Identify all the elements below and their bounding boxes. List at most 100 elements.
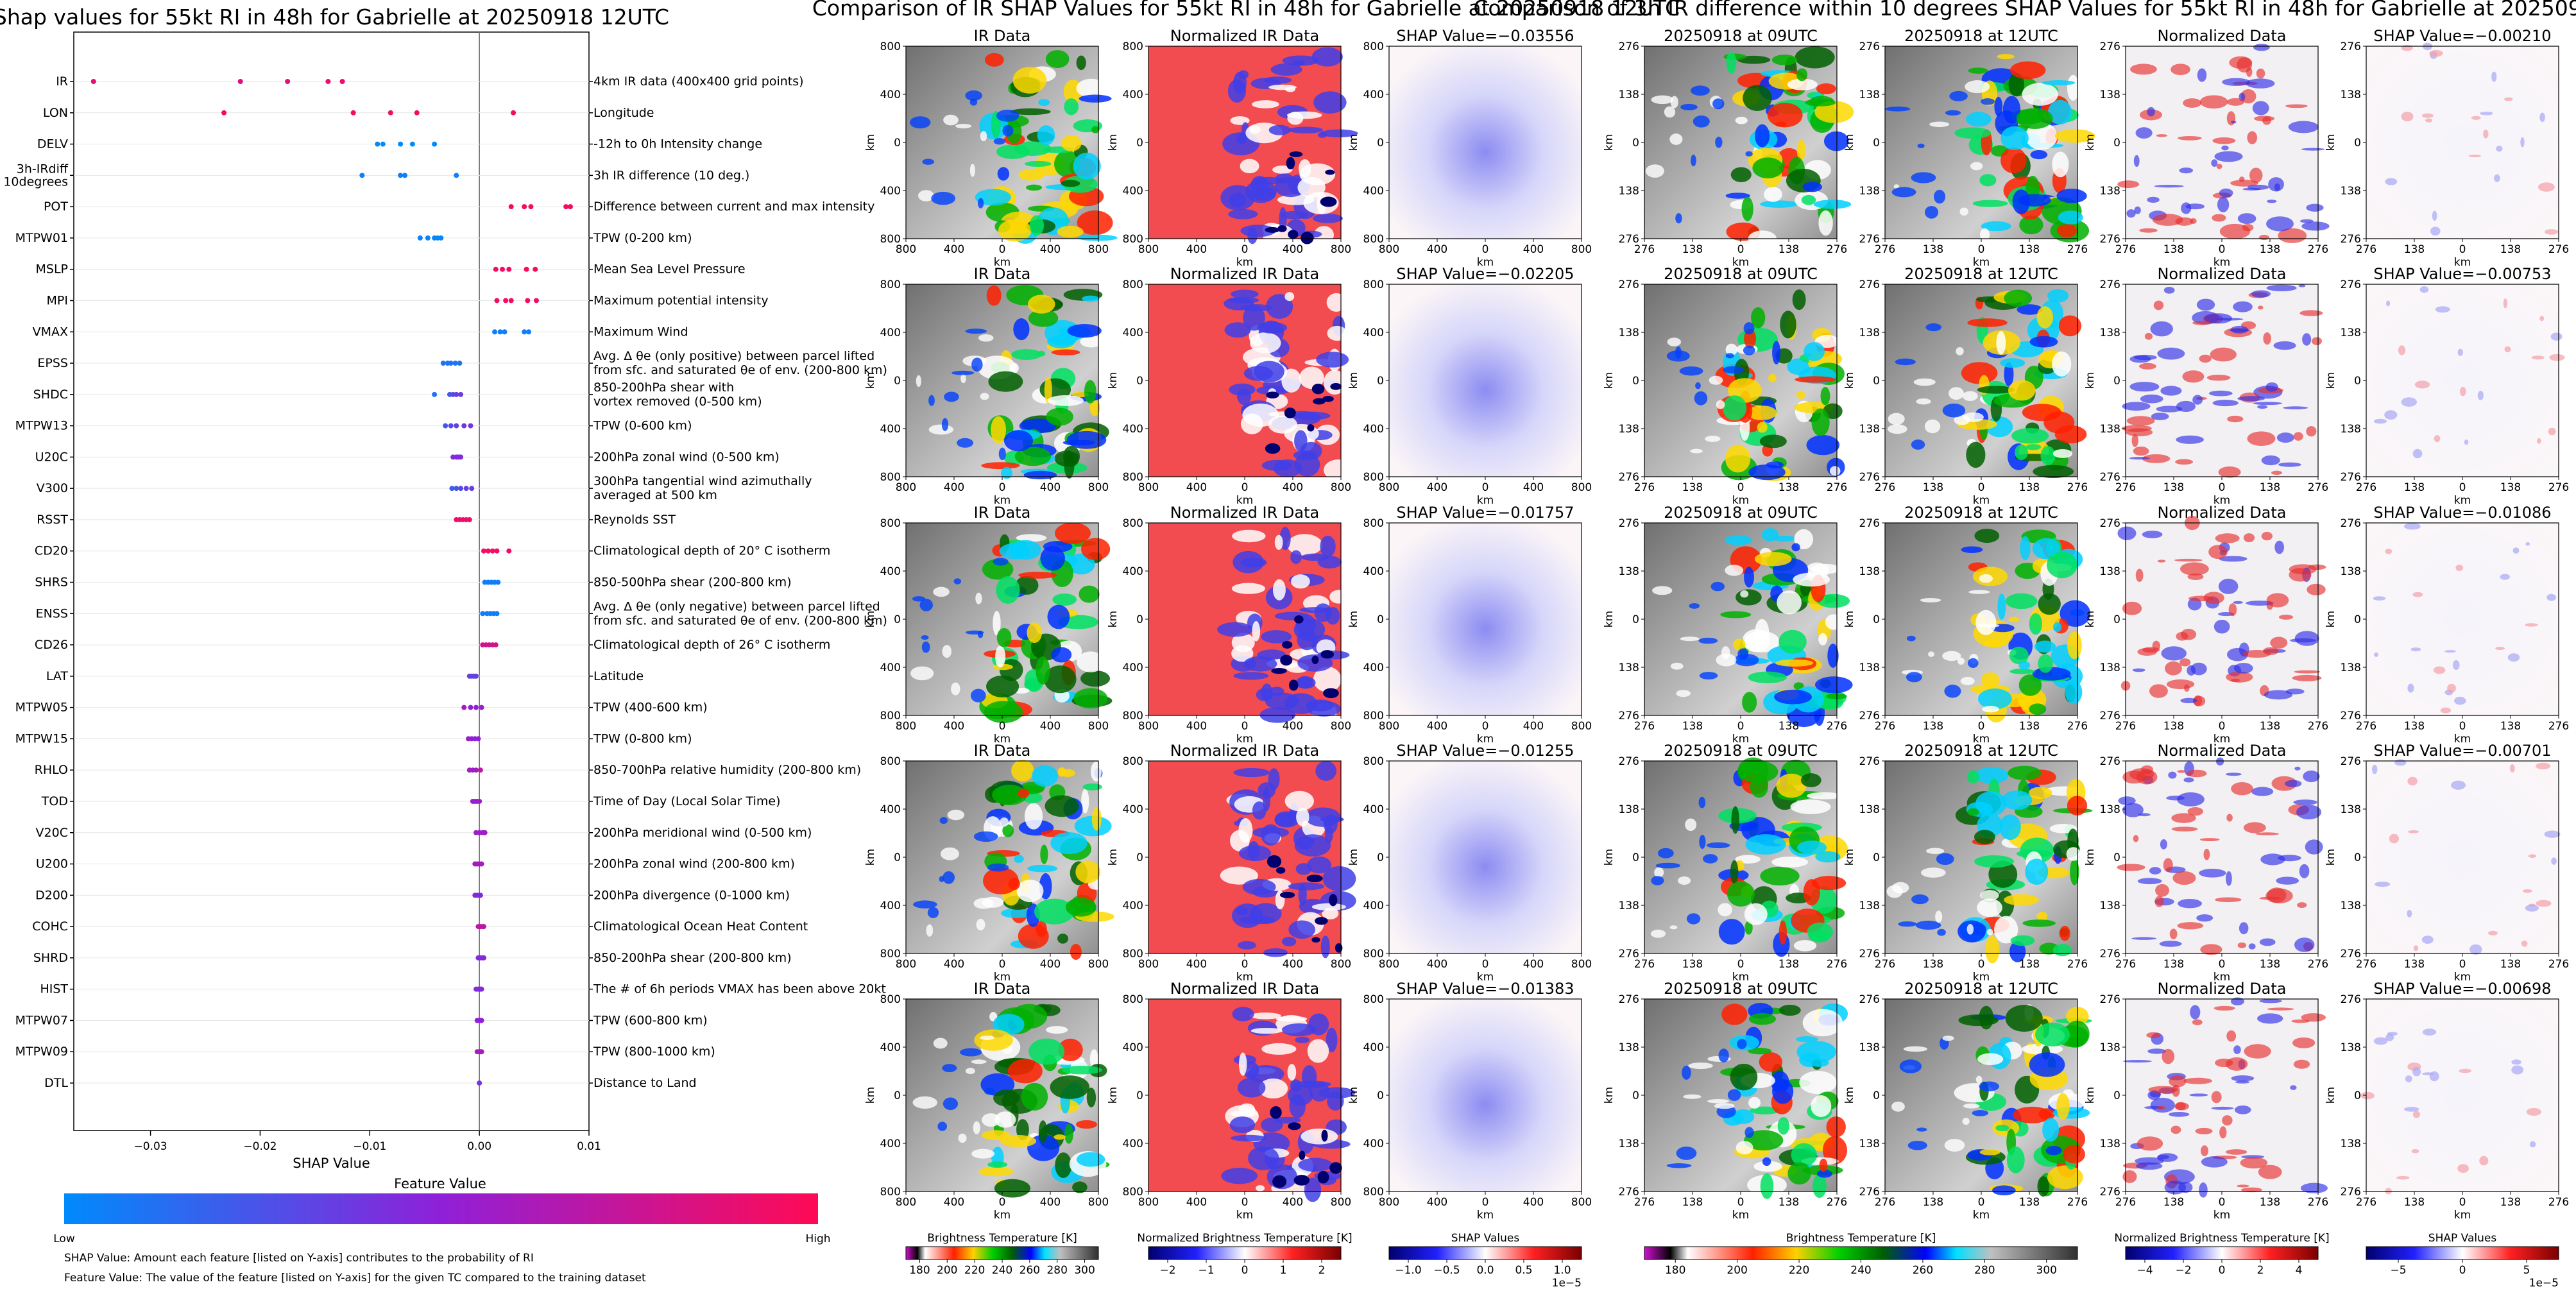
diff-streak	[2266, 593, 2289, 608]
cloud-blob	[1295, 1036, 1310, 1043]
shap-point	[494, 548, 500, 554]
x-tick-label: 800	[1138, 1196, 1159, 1209]
y-tick-label: 138	[2341, 1138, 2361, 1150]
panel-title: Normalized IR Data	[1170, 980, 1319, 998]
cloud-blob	[1063, 445, 1080, 467]
cloud-blob	[978, 334, 994, 342]
diff-streak	[2153, 300, 2164, 311]
y-tick-label: 276	[2100, 471, 2120, 484]
cloud-blob	[1992, 1185, 2016, 1196]
y-axis-label: km	[864, 849, 877, 866]
shap-point	[350, 110, 356, 115]
cloud-blob	[2022, 919, 2056, 927]
cloud-blob	[1046, 1026, 1068, 1034]
cloud-blob	[1240, 225, 1276, 237]
x-axis-label: km	[1973, 971, 1990, 984]
diff-streak	[2206, 374, 2231, 381]
panel-title: SHAP Value=−0.01757	[1396, 504, 1574, 522]
cloud-blob	[1002, 824, 1014, 837]
cloud-blob	[993, 558, 1009, 566]
cloud-blob	[1666, 1163, 1692, 1168]
shap-blob	[2471, 115, 2481, 120]
panel-title: Normalized Data	[2157, 504, 2286, 522]
x-axis-label: km	[2454, 256, 2471, 269]
cloud-blob	[1977, 386, 2015, 394]
cloud-blob	[1751, 307, 1766, 329]
cloud-blob	[1272, 1175, 1287, 1188]
colorbar-exponent: 1e−5	[1552, 1277, 1582, 1289]
diff-streak	[2133, 835, 2139, 842]
y-tick-label: 800	[1123, 993, 1143, 1006]
cloud-blob	[1974, 529, 2000, 543]
y-tick-label: 400	[1363, 900, 1384, 912]
diff-streak	[2178, 135, 2202, 141]
cloud-blob	[980, 131, 987, 142]
y-tick-label: 400	[1363, 1138, 1384, 1150]
cloud-blob	[1669, 133, 1683, 145]
shap-blob	[2544, 229, 2559, 235]
x-tick-label: 800	[1379, 481, 1399, 494]
panel-title: Normalized Data	[2157, 27, 2286, 45]
cloud-blob	[1742, 629, 1770, 653]
cloud-blob	[1678, 876, 1691, 885]
shap-blob	[2371, 764, 2378, 774]
cloud-blob	[1721, 1003, 1748, 1025]
y-tick-label: 276	[1859, 993, 1880, 1006]
cloud-blob	[1676, 1147, 1697, 1160]
x-tick-label: 138	[2163, 720, 2184, 733]
shap-blob	[2496, 145, 2503, 152]
cloud-blob	[1002, 124, 1014, 137]
ir-diff-shap-comparison: Comparison of 3h IR difference within 10…	[1473, 0, 2576, 1289]
cloud-blob	[1778, 1004, 1801, 1016]
y-tick-label: 276	[1619, 755, 1639, 768]
diff-streak	[2140, 394, 2163, 404]
cloud-blob	[1249, 1012, 1281, 1020]
diff-streak	[2185, 203, 2205, 210]
cloud-blob	[1726, 51, 1737, 74]
x-tick-label: 0	[1978, 243, 1985, 256]
cloud-blob	[1979, 1005, 1994, 1030]
diff-streak	[2183, 777, 2194, 783]
diff-streak	[2176, 631, 2188, 641]
cloud-blob	[1057, 225, 1084, 238]
cloud-blob	[1256, 1185, 1265, 1191]
feature-description: 850-200hPa shear (200-800 km)	[593, 951, 792, 965]
shap-blob	[2500, 574, 2510, 580]
cloud-blob	[1777, 590, 1802, 615]
shap-point	[380, 141, 386, 147]
x-tick-label: 0	[999, 958, 1006, 971]
cloud-blob	[1898, 921, 1917, 927]
shap-point	[525, 298, 531, 303]
diff-streak	[2294, 631, 2319, 646]
cloud-blob	[1288, 920, 1316, 939]
y-tick-label: 800	[1123, 278, 1143, 291]
cloud-blob	[1329, 590, 1349, 604]
cloud-blob	[1670, 96, 1678, 108]
cloud-blob	[1725, 535, 1752, 545]
cloud-blob	[1296, 807, 1309, 826]
panel-title: Normalized Data	[2157, 980, 2286, 998]
cloud-blob	[955, 123, 972, 129]
cloud-blob	[1229, 192, 1247, 208]
cloud-blob	[1741, 196, 1753, 221]
cloud-blob	[2009, 646, 2029, 665]
shap-point	[485, 548, 491, 554]
cloud-blob	[1220, 866, 1258, 885]
y-tick-label: 0	[2113, 613, 2120, 626]
x-tick-label: 800	[1331, 720, 1351, 733]
panel-title: SHAP Value=−0.00698	[2373, 980, 2551, 998]
diff-streak	[2307, 583, 2326, 595]
cloud-blob	[1790, 799, 1831, 814]
cloud-blob	[1265, 443, 1281, 454]
cloud-blob	[1016, 1119, 1029, 1140]
diff-streak	[2129, 355, 2151, 363]
cloud-blob	[2060, 600, 2091, 627]
diff-streak	[2253, 44, 2270, 51]
cloud-blob	[1243, 1061, 1259, 1079]
diff-streak	[2130, 64, 2157, 75]
diff-streak	[2247, 131, 2258, 144]
cloud-blob	[1231, 289, 1259, 299]
x-tick-label: 800	[1088, 958, 1109, 971]
x-tick-label: 276	[1827, 1196, 1847, 1209]
diff-streak	[2154, 896, 2164, 907]
